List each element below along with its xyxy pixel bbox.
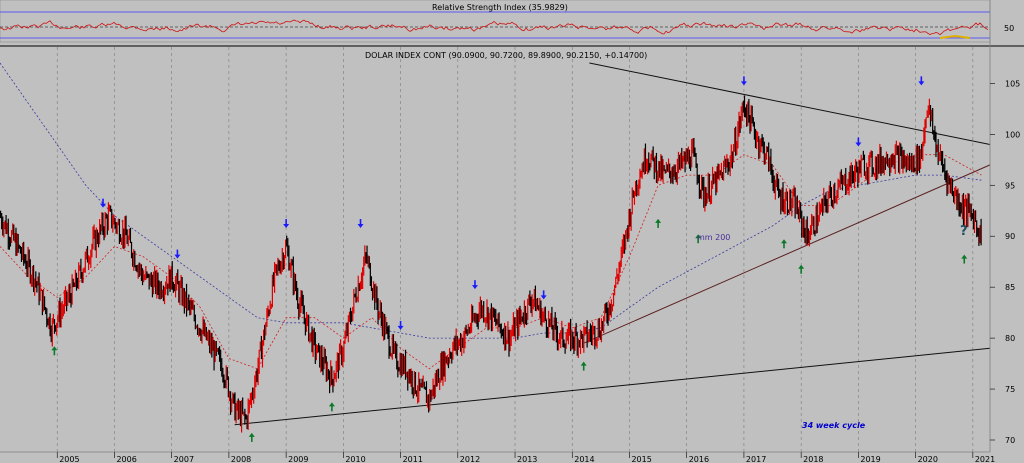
year-gridlines <box>56 47 974 452</box>
x-tick-label: 2013 <box>517 455 537 463</box>
y-tick-label: 75 <box>1005 385 1015 394</box>
x-tick-label: 2009 <box>288 455 308 463</box>
ma200-line <box>0 62 982 339</box>
cycle-bottom-arrow <box>655 218 662 228</box>
x-tick-label: 2011 <box>403 455 423 463</box>
y-tick-label: 100 <box>1005 130 1020 139</box>
trendlines <box>234 62 991 426</box>
x-tick-label: 2021 <box>975 455 995 463</box>
x-tick-label: 2014 <box>574 455 594 463</box>
rsi-series <box>0 19 989 36</box>
cycle-bottom-arrow <box>328 402 335 412</box>
y-tick-label: 105 <box>1005 79 1020 88</box>
y-tick-label: 70 <box>1005 436 1015 445</box>
x-tick-label: 2015 <box>631 455 651 463</box>
cycle-top-arrow <box>397 320 404 330</box>
x-tick-label: 2020 <box>918 455 938 463</box>
cycle-bottom-arrow <box>248 432 255 442</box>
x-tick-label: 2010 <box>345 455 365 463</box>
cycle-top-arrow <box>540 290 547 300</box>
rsi-title: Relative Strength Index (35.9829) <box>432 3 568 12</box>
x-tick-label: 2017 <box>746 455 766 463</box>
question-mark: ? <box>960 224 968 239</box>
trendline <box>234 347 991 426</box>
y-tick-label: 90 <box>1005 232 1015 241</box>
price-panel: DOLAR INDEX CONT (90.0900, 90.7200, 89.8… <box>0 47 991 452</box>
cycle-top-arrow <box>471 280 478 290</box>
trendline <box>589 62 991 146</box>
cycle-top-arrow <box>357 219 364 229</box>
cycle-bottom-arrow <box>580 361 587 371</box>
x-tick-label: 2006 <box>116 455 136 463</box>
rsi-panel: Relative Strength Index (35.9829) 50 <box>0 0 1014 43</box>
x-tick-label: 2008 <box>231 455 251 463</box>
y-tick-label: 80 <box>1005 334 1015 343</box>
rsi-highlight <box>939 34 971 39</box>
cycle-bottom-arrow <box>961 254 968 264</box>
cycle-top-arrow <box>174 249 181 259</box>
chart-title: DOLAR INDEX CONT (90.0900, 90.7200, 89.8… <box>365 51 647 60</box>
y-tick-label: 85 <box>1005 283 1015 292</box>
x-tick-label: 2019 <box>860 455 880 463</box>
cycle-top-arrow <box>918 76 925 86</box>
ma200-label: mm 200 <box>697 233 730 242</box>
cycle-top-arrow <box>740 76 747 86</box>
cycle-top-arrow <box>855 137 862 147</box>
price-bars <box>0 95 982 433</box>
x-tick-label: 2016 <box>689 455 709 463</box>
x-tick-label: 2005 <box>59 455 79 463</box>
cycle-top-arrow <box>100 198 107 208</box>
cycle-bottom-arrow <box>780 239 787 249</box>
x-tick-label: 2007 <box>174 455 194 463</box>
cycle-arrows <box>51 76 968 442</box>
cycle-bottom-arrow <box>798 264 805 274</box>
y-axis-ticks: 70 75 80 85 90 95 100 105 <box>990 79 1020 445</box>
cycle-top-arrow <box>283 219 290 229</box>
x-tick-label: 2018 <box>803 455 823 463</box>
cycle-bottom-arrow <box>51 346 58 356</box>
rsi-axis-label: 50 <box>1004 24 1014 33</box>
cycle-bottom-arrow <box>695 234 702 244</box>
x-tick-label: 2012 <box>460 455 480 463</box>
trendline <box>583 164 991 344</box>
y-tick-label: 95 <box>1005 181 1015 190</box>
x-axis-ticks: 2005 2006 2007 2008 2009 2010 2011 2012 2013 2014… <box>56 452 995 463</box>
cycle-annotation: 34 week cycle <box>802 421 866 430</box>
